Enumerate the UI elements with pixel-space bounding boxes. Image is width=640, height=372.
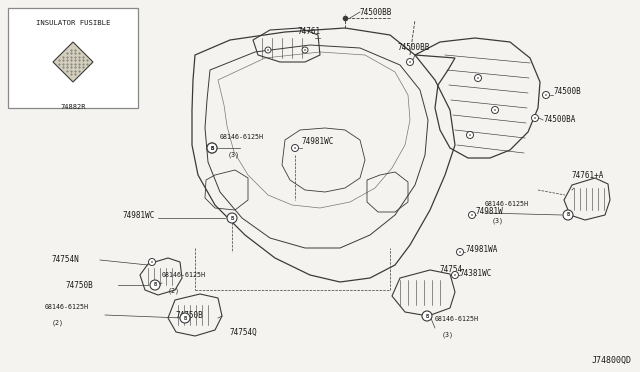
Text: (2): (2) — [168, 288, 180, 295]
Text: 74754Q: 74754Q — [230, 327, 258, 337]
Circle shape — [456, 248, 463, 256]
Circle shape — [492, 106, 499, 113]
Text: INSULATOR FUSIBLE: INSULATOR FUSIBLE — [36, 20, 110, 26]
Text: J74800QD: J74800QD — [592, 356, 632, 365]
Circle shape — [543, 92, 550, 99]
Text: 74882R: 74882R — [60, 104, 86, 110]
Circle shape — [460, 251, 461, 253]
Circle shape — [531, 115, 538, 122]
Circle shape — [291, 144, 298, 151]
Circle shape — [150, 280, 160, 290]
Text: 08146-6125H: 08146-6125H — [45, 304, 89, 310]
Circle shape — [468, 212, 476, 218]
Text: B: B — [230, 215, 234, 221]
Circle shape — [545, 94, 547, 96]
Text: B: B — [184, 315, 187, 321]
Circle shape — [454, 274, 456, 276]
Text: 74500BB: 74500BB — [360, 8, 392, 17]
FancyBboxPatch shape — [8, 8, 138, 108]
Text: 08146-6125H: 08146-6125H — [435, 316, 479, 322]
Text: 74381WC: 74381WC — [460, 269, 492, 278]
Text: 08146-6125H: 08146-6125H — [485, 201, 529, 207]
Text: 74981WC: 74981WC — [123, 211, 155, 219]
Text: 74750B: 74750B — [175, 311, 203, 321]
Text: (3): (3) — [492, 217, 504, 224]
Text: B: B — [211, 145, 214, 151]
Text: B: B — [426, 314, 429, 318]
Circle shape — [265, 47, 271, 53]
Text: 74500B: 74500B — [553, 87, 580, 96]
Circle shape — [304, 49, 306, 51]
Circle shape — [469, 134, 471, 136]
Circle shape — [294, 147, 296, 149]
Text: 74754N: 74754N — [52, 256, 80, 264]
Circle shape — [477, 77, 479, 79]
Polygon shape — [53, 42, 93, 82]
Text: 74981WC: 74981WC — [302, 138, 334, 147]
Circle shape — [207, 143, 217, 153]
Circle shape — [409, 61, 411, 63]
Circle shape — [474, 74, 481, 81]
Text: 74981W: 74981W — [475, 208, 503, 217]
Circle shape — [494, 109, 496, 111]
Text: (3): (3) — [442, 332, 454, 339]
Circle shape — [148, 259, 156, 266]
Circle shape — [534, 117, 536, 119]
Circle shape — [302, 47, 308, 53]
Circle shape — [563, 210, 573, 220]
Text: 74750B: 74750B — [65, 280, 93, 289]
Text: 74761+A: 74761+A — [572, 170, 604, 180]
Text: 08146-6125H: 08146-6125H — [220, 134, 264, 140]
Text: B: B — [566, 212, 570, 218]
Text: 74754: 74754 — [440, 266, 463, 275]
Circle shape — [406, 58, 413, 65]
Circle shape — [422, 311, 432, 321]
Text: 74500BB: 74500BB — [398, 43, 430, 52]
Text: B: B — [154, 282, 157, 288]
Text: 74761: 74761 — [298, 28, 321, 36]
Text: (3): (3) — [228, 152, 240, 158]
Circle shape — [471, 214, 473, 216]
Text: (2): (2) — [52, 320, 64, 327]
Circle shape — [180, 313, 190, 323]
Circle shape — [467, 131, 474, 138]
Circle shape — [227, 213, 237, 223]
Text: 08146-6125H: 08146-6125H — [162, 272, 206, 278]
Text: 74981WA: 74981WA — [465, 246, 497, 254]
Text: B: B — [211, 145, 214, 151]
Circle shape — [151, 261, 153, 263]
Circle shape — [451, 272, 458, 279]
Circle shape — [207, 143, 217, 153]
Circle shape — [268, 49, 269, 51]
Text: 74500BA: 74500BA — [543, 115, 575, 125]
